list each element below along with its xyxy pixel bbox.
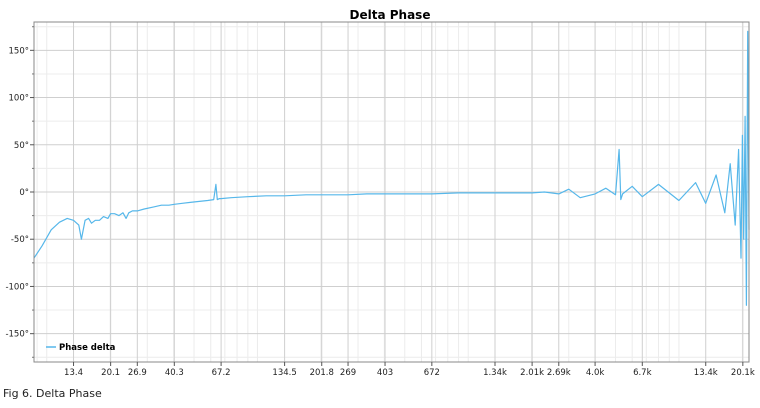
x-tick-label: 2.69k (547, 368, 571, 378)
x-tick-label: 67.2 (212, 368, 231, 378)
x-tick-label: 1.34k (483, 368, 507, 378)
x-tick-label: 26.9 (128, 368, 147, 378)
y-tick-label: -150° (5, 330, 29, 340)
chart: Delta Phase 150°100°50°0°-50°-100°-150° … (5, 8, 755, 378)
y-tick-label: -100° (5, 282, 29, 292)
series-line-phase-delta (33, 30, 750, 306)
y-tick-label: 50° (14, 141, 29, 151)
x-tick-label: 20.1k (731, 368, 755, 378)
y-tick-label: 0° (19, 188, 29, 198)
plot-area (33, 21, 750, 363)
x-tick-label: 201.8 (310, 368, 334, 378)
x-tick-label: 403 (377, 368, 393, 378)
major-grid (34, 22, 749, 362)
x-tick-label: 6.7k (633, 368, 652, 378)
x-tick-label: 2.01k (520, 368, 544, 378)
x-tick-label: 672 (424, 368, 440, 378)
x-tick-label: 13.4 (64, 368, 83, 378)
figure-caption: Fig 6. Delta Phase (3, 387, 102, 400)
x-tick-label: 40.3 (165, 368, 184, 378)
x-tick-label: 13.4k (694, 368, 718, 378)
y-tick-label: 150° (9, 46, 29, 56)
legend: Phase delta (46, 343, 116, 353)
y-axis: 150° 100° 50° 0° -50° -100° -150° (5, 26, 34, 358)
y-tick-label: 100° (9, 94, 29, 104)
legend-label: Phase delta (59, 343, 116, 353)
y-tick-label: -50° (11, 235, 29, 245)
x-tick-label: 134.5 (272, 368, 296, 378)
series-layer (33, 30, 750, 306)
chart-title: Delta Phase (350, 8, 431, 22)
x-tick-label: 20.1 (101, 368, 120, 378)
x-tick-label: 269 (340, 368, 356, 378)
x-tick-label: 4.0k (586, 368, 605, 378)
x-axis: 13.4 20.1 26.9 40.3 67.2 134.5 201.8 269 403 672 1… (64, 362, 755, 378)
